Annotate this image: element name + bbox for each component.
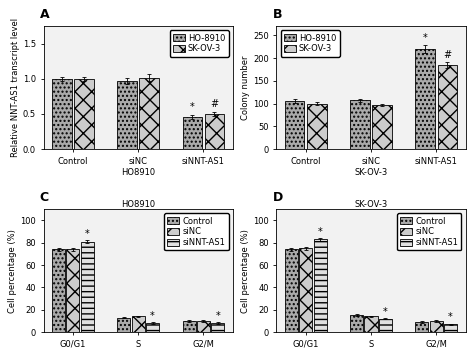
Text: *: * (423, 33, 428, 43)
Bar (197, 321, 210, 332)
Text: B: B (273, 9, 282, 21)
Bar (444, 324, 457, 332)
Title: SK-OV-3: SK-OV-3 (355, 200, 388, 209)
Bar (52, 79, 72, 149)
Bar (117, 81, 137, 149)
Bar (307, 104, 327, 149)
Y-axis label: Cell percentage (%): Cell percentage (%) (241, 229, 250, 313)
Bar (372, 105, 392, 149)
Bar (350, 315, 363, 332)
Y-axis label: Colony number: Colony number (241, 55, 250, 120)
Bar (211, 323, 224, 332)
Bar (182, 321, 196, 332)
Bar (415, 49, 435, 149)
Bar (139, 77, 159, 149)
Text: *: * (383, 307, 388, 317)
Bar (350, 100, 370, 149)
Text: *: * (150, 311, 155, 321)
Bar (117, 317, 130, 332)
Bar (314, 240, 327, 332)
Bar (415, 322, 428, 332)
Title: HO8910: HO8910 (121, 200, 155, 209)
Bar (438, 65, 457, 149)
Bar (74, 79, 94, 149)
Legend: Control, siNC, siNNT-AS1: Control, siNC, siNNT-AS1 (164, 213, 228, 251)
Bar (132, 316, 145, 332)
Bar (52, 250, 65, 332)
Text: D: D (273, 191, 283, 205)
Bar (299, 248, 312, 332)
X-axis label: HO8910: HO8910 (121, 169, 155, 177)
Text: #: # (443, 50, 451, 60)
X-axis label: SK-OV-3: SK-OV-3 (355, 169, 388, 177)
Bar (429, 321, 443, 332)
Bar (182, 117, 202, 149)
Text: C: C (40, 191, 49, 205)
Text: *: * (85, 229, 90, 239)
Text: *: * (190, 102, 195, 112)
Bar (146, 323, 159, 332)
Text: *: * (448, 312, 453, 322)
Bar (81, 242, 94, 332)
Bar (285, 101, 304, 149)
Legend: HO-8910, SK-OV-3: HO-8910, SK-OV-3 (170, 30, 228, 57)
Bar (379, 319, 392, 332)
Text: A: A (40, 9, 49, 21)
Text: #: # (210, 99, 219, 109)
Legend: Control, siNC, siNNT-AS1: Control, siNC, siNNT-AS1 (397, 213, 462, 251)
Y-axis label: Relative NNT-AS1 transcript level: Relative NNT-AS1 transcript level (11, 18, 20, 157)
Y-axis label: Cell percentage (%): Cell percentage (%) (9, 229, 18, 313)
Bar (365, 316, 377, 332)
Text: *: * (318, 227, 322, 237)
Bar (66, 250, 80, 332)
Legend: HO-8910, SK-OV-3: HO-8910, SK-OV-3 (281, 30, 339, 57)
Bar (205, 114, 224, 149)
Bar (285, 250, 298, 332)
Text: *: * (215, 311, 220, 321)
